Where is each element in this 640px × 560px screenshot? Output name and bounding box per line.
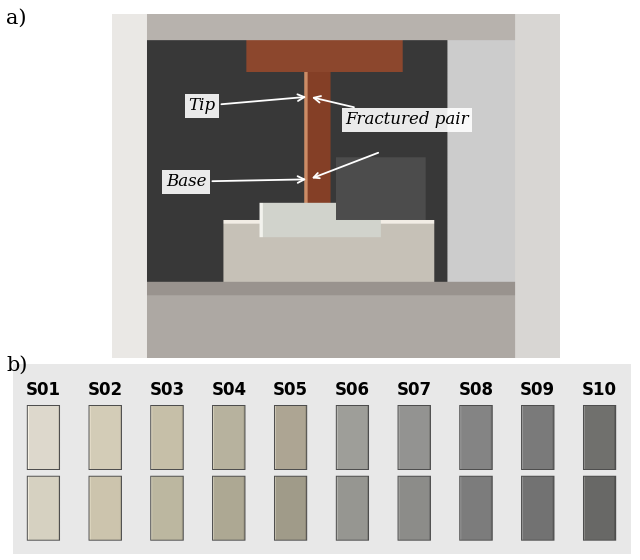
Text: Base: Base	[166, 173, 305, 190]
Text: S03: S03	[150, 381, 185, 399]
Text: S02: S02	[88, 381, 123, 399]
Text: S07: S07	[397, 381, 432, 399]
Text: S04: S04	[211, 381, 246, 399]
Text: S01: S01	[26, 381, 61, 399]
Text: S06: S06	[335, 381, 370, 399]
Text: S09: S09	[520, 381, 556, 399]
Text: S08: S08	[458, 381, 493, 399]
Text: S10: S10	[582, 381, 617, 399]
Text: S05: S05	[273, 381, 308, 399]
Text: b): b)	[6, 356, 28, 375]
Text: Tip: Tip	[188, 94, 305, 114]
Text: a): a)	[6, 8, 27, 27]
Text: Fractured pair: Fractured pair	[314, 96, 468, 128]
